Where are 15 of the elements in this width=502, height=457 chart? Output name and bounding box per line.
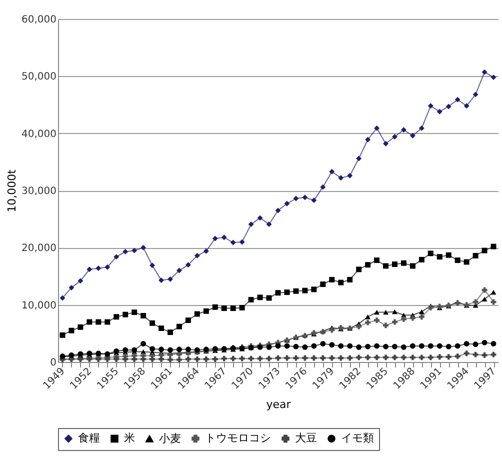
legend-label: 食糧 [78, 432, 100, 445]
y-tick-label: 40,000 [22, 128, 56, 140]
legend-label: 小麦 [159, 432, 181, 445]
legend-label: 大豆 [295, 432, 317, 445]
y-tick-label: 60,000 [22, 14, 56, 26]
y-tick-label: 20,000 [22, 243, 56, 254]
legend-label: トウモロコシ [205, 432, 271, 445]
y-tick-label: 30,000 [22, 186, 56, 197]
legend-label: イモ類 [341, 432, 374, 445]
y-axis-title: 10,000t [6, 168, 19, 212]
x-axis-title: year [266, 398, 292, 412]
y-tick-label: 10,000 [22, 300, 56, 312]
legend-label: 米 [124, 432, 135, 445]
y-tick-label: 50,000 [22, 72, 56, 83]
y-tick-label: 0 [50, 358, 56, 368]
